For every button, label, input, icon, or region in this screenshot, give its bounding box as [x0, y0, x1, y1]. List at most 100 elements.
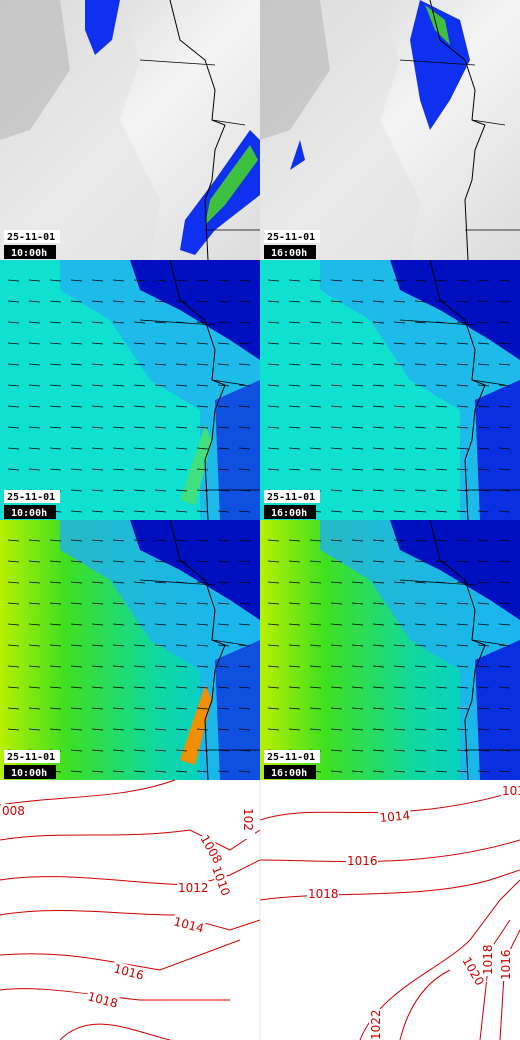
wind-arrow	[372, 728, 385, 731]
isobar-label: 1010	[209, 864, 233, 897]
wind-arrow	[435, 384, 448, 387]
border	[399, 579, 520, 751]
wind-arrow	[477, 581, 490, 584]
wind-arrow	[133, 539, 146, 542]
wind-arrow	[288, 539, 301, 542]
wind-arrow	[288, 623, 301, 626]
wind-arrow	[330, 560, 343, 563]
wind-arrow	[414, 426, 427, 429]
wind-arrow	[70, 279, 83, 282]
isobar	[0, 779, 176, 806]
time-bg	[264, 505, 316, 519]
wind-arrow	[133, 510, 146, 513]
wind-arrow	[154, 342, 167, 345]
precip	[85, 0, 120, 55]
wind-arrow	[70, 728, 83, 731]
wind-arrow	[91, 342, 104, 345]
isobar-label-bg	[85, 989, 120, 1010]
wind-arrow	[351, 749, 364, 752]
wind-arrow	[238, 770, 251, 773]
wind-arrow	[288, 560, 301, 563]
wind-zone	[215, 380, 260, 520]
wind-arrow	[414, 384, 427, 387]
date-label: 25-11-01	[267, 232, 315, 243]
wind-arrow	[309, 300, 322, 303]
wind-arrow	[49, 300, 62, 303]
date-bg	[4, 750, 60, 763]
isobar-label: 1018	[86, 989, 119, 1010]
wind-arrow	[112, 602, 125, 605]
wind-arrow	[7, 665, 20, 668]
wind-arrow	[91, 321, 104, 324]
wind-arrow	[49, 728, 62, 731]
isobar-label-bg	[369, 1009, 382, 1040]
wind-arrow	[70, 623, 83, 626]
wind-arrow	[498, 644, 511, 647]
wind-arrow	[154, 644, 167, 647]
wind-arrow	[238, 665, 251, 668]
wind-arrow	[133, 321, 146, 324]
time-label: 10:00h	[11, 768, 47, 779]
wind-arrow	[91, 707, 104, 710]
wind-arrow	[112, 426, 125, 429]
wind-arrow	[238, 321, 251, 324]
wind-arrow	[330, 623, 343, 626]
wind-zone	[390, 260, 520, 360]
wind-arrow	[28, 426, 41, 429]
wind-arrow	[217, 623, 230, 626]
wind-arrow	[217, 342, 230, 345]
wind-arrow	[91, 749, 104, 752]
wind-arrow	[7, 447, 20, 450]
date-bg	[264, 750, 320, 763]
border	[139, 579, 260, 751]
wind-arrow	[154, 279, 167, 282]
wind-arrow	[267, 363, 280, 366]
wind-arrow	[330, 321, 343, 324]
wind-arrow	[393, 405, 406, 408]
time-bg	[4, 505, 56, 519]
wind-arrow	[91, 384, 104, 387]
wind-arrow	[217, 581, 230, 584]
wind-arrow	[238, 539, 251, 542]
isobar-label: 1012	[502, 784, 520, 798]
wind-arrow	[7, 468, 20, 471]
wind-arrow	[70, 489, 83, 492]
wind-arrow	[309, 405, 322, 408]
wind-arrow	[7, 539, 20, 542]
wind-arrow	[217, 539, 230, 542]
wind-arrow	[112, 468, 125, 471]
wind-arrow	[393, 707, 406, 710]
wind-arrow	[28, 602, 41, 605]
wind-arrow	[477, 342, 490, 345]
wind-arrow	[133, 405, 146, 408]
isobar	[259, 789, 520, 821]
wind-arrow	[288, 321, 301, 324]
wind-arrow	[372, 623, 385, 626]
wind-arrow	[112, 623, 125, 626]
wind-arrow	[28, 447, 41, 450]
wind-arrow	[477, 279, 490, 282]
wind-arrow	[91, 644, 104, 647]
wind-arrow	[28, 644, 41, 647]
wind-arrow	[49, 405, 62, 408]
wind-arrow	[351, 665, 364, 668]
wind-arrow	[154, 749, 167, 752]
wind-arrow	[7, 363, 20, 366]
time-label: 16:00h	[271, 768, 307, 779]
wind-zone	[475, 640, 520, 780]
wind-arrow	[288, 447, 301, 450]
wind-arrow	[267, 581, 280, 584]
wind-arrow	[7, 300, 20, 303]
time-bg	[264, 245, 316, 259]
wind-arrow	[196, 384, 209, 387]
wind-arrow	[498, 581, 511, 584]
wind-arrow	[91, 363, 104, 366]
wind-arrow	[330, 489, 343, 492]
wind-arrow	[133, 560, 146, 563]
wind-arrow	[351, 426, 364, 429]
wind-arrow	[288, 686, 301, 689]
wind-arrow	[238, 363, 251, 366]
coastline	[429, 0, 486, 260]
wind-arrow	[477, 644, 490, 647]
isobar	[259, 839, 520, 863]
